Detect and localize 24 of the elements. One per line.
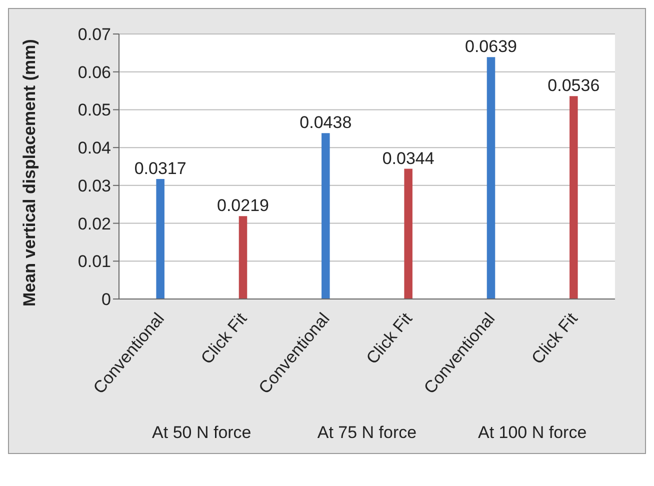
data-label: 0.0536 bbox=[548, 76, 600, 96]
y-tick-label: 0.07 bbox=[78, 25, 111, 44]
bar bbox=[404, 168, 412, 299]
y-tick-label: 0.04 bbox=[78, 138, 111, 158]
y-tick-label: 0.02 bbox=[78, 214, 111, 234]
text: At 100 N force bbox=[476, 423, 588, 443]
data-label: 0.0219 bbox=[217, 196, 269, 216]
bar bbox=[238, 216, 248, 299]
bar bbox=[570, 96, 578, 299]
bar bbox=[156, 178, 164, 299]
data-label: 0.0317 bbox=[134, 158, 186, 178]
bar bbox=[322, 133, 330, 299]
bar bbox=[486, 57, 496, 299]
y-tick-label: 0.03 bbox=[78, 176, 111, 196]
y-tick-label: 0 bbox=[102, 290, 111, 310]
y-axis-title: Mean vertical displacement (mm) bbox=[20, 39, 40, 306]
y-tick-label: 0.06 bbox=[78, 62, 111, 82]
y-tick-label: 0.01 bbox=[78, 252, 111, 272]
text: At 50 N force bbox=[151, 423, 252, 443]
data-label: 0.0438 bbox=[300, 113, 352, 132]
data-label: 0.0344 bbox=[382, 148, 434, 168]
y-tick-label: 0.05 bbox=[78, 100, 111, 120]
text: At 75 N force bbox=[316, 423, 418, 443]
data-label: 0.0639 bbox=[465, 37, 517, 56]
